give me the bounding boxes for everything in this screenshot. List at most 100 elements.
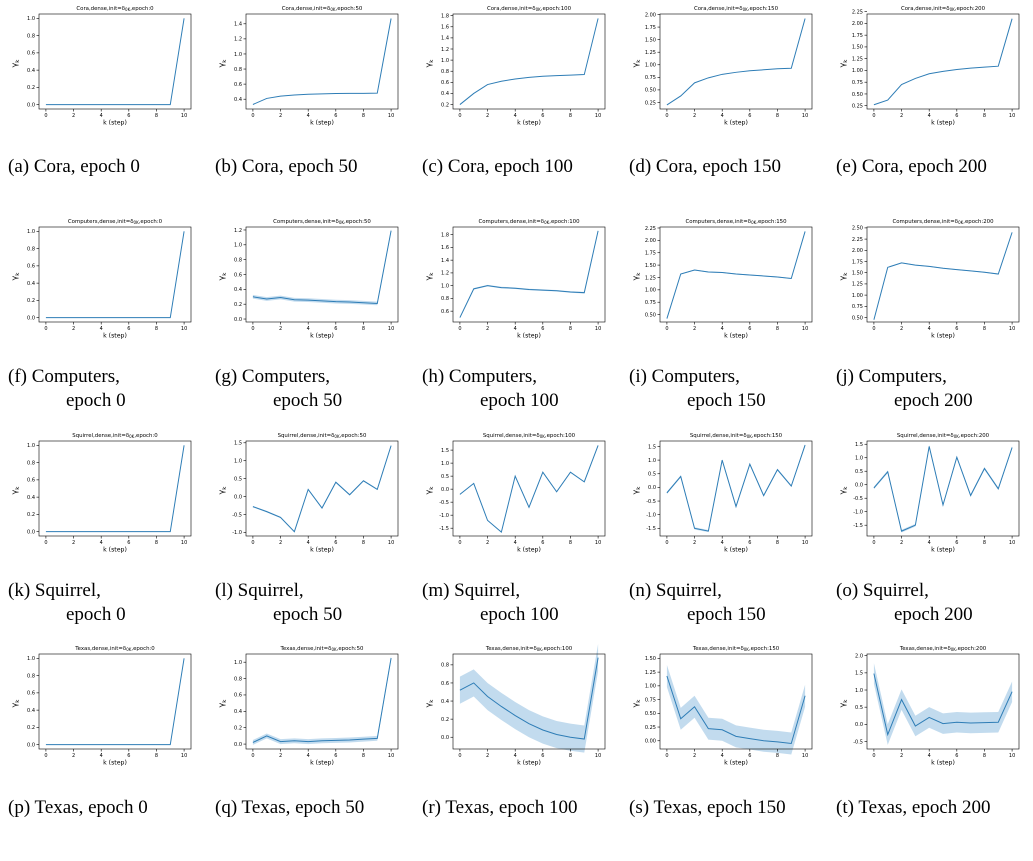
series-line — [459, 657, 599, 740]
caption-line: epoch 100 — [480, 390, 559, 411]
y-tick-label: 0.8 — [234, 257, 242, 263]
x-tick-label: 8 — [569, 113, 572, 119]
x-tick-label: 8 — [776, 326, 779, 332]
line-chart: Squirrel,dense,init=δ0K,epoch:150 0 2 4 6 8 10… — [631, 433, 813, 554]
y-axis-label: γk — [631, 59, 642, 68]
x-tick-label: 0 — [251, 326, 254, 332]
x-tick-label: 8 — [155, 113, 158, 119]
caption-line: epoch 50 — [273, 390, 343, 411]
y-tick-label: 1.25 — [852, 282, 863, 288]
y-tick-label: 0.5 — [441, 474, 449, 480]
caption-line: (s) Texas, epoch 150 — [629, 797, 786, 818]
caption-line: epoch 0 — [66, 604, 126, 625]
chart-panel: Texas,dense,init=δ0K,epoch:150 0 2 4 6 8 10 0.0… — [626, 640, 821, 767]
line-chart: Cora,dense,init=δ0K,epoch:200 0 2 4 6 8 10 0.25… — [838, 6, 1020, 127]
y-axis-label: γk — [10, 272, 21, 281]
x-tick-label: 6 — [334, 540, 337, 546]
y-axis-label: γk — [838, 699, 849, 708]
subfigure-caption: (k) Squirrel, epoch 0 — [8, 579, 126, 627]
y-tick-label: 1.0 — [441, 58, 449, 64]
x-tick-label: 6 — [541, 540, 544, 546]
x-tick-label: 10 — [388, 540, 394, 546]
y-axis-label: γk — [424, 486, 435, 495]
x-tick-label: 10 — [181, 326, 187, 332]
confidence-band — [252, 444, 392, 533]
series-line — [873, 446, 1013, 532]
line-chart: Squirrel,dense,init=δ0K,epoch:0 0 2 4 6 8 10 0.… — [10, 433, 192, 554]
line-chart: Computers,dense,init=δ0K,epoch:50 0 2 4 6 8 10… — [217, 219, 399, 340]
y-tick-label: 1.75 — [645, 251, 656, 257]
x-tick-label: 2 — [72, 753, 75, 759]
y-axis-label: γk — [10, 699, 21, 708]
line-chart: Cora,dense,init=δ0K,epoch:100 0 2 4 6 8 10 0.2 0… — [424, 6, 606, 127]
x-tick-label: 8 — [776, 113, 779, 119]
y-tick-label: 1.2 — [441, 271, 449, 277]
y-tick-label: 1.5 — [855, 671, 863, 677]
x-tick-label: 8 — [569, 540, 572, 546]
x-tick-label: 4 — [721, 113, 724, 119]
y-tick-label: 1.8 — [441, 13, 449, 19]
x-tick-label: 8 — [983, 753, 986, 759]
chart-panel: Squirrel,dense,init=δ0K,epoch:50 0 2 4 6 8 10 -… — [212, 427, 407, 554]
line-chart: Cora,dense,init=δ0K,epoch:0 0 2 4 6 8 10 0.0 0.2… — [10, 6, 192, 127]
y-tick-label: 2.25 — [852, 9, 863, 15]
chart-title: Cora,dense,init=δ0K,epoch:0 — [76, 6, 154, 12]
x-axis-label: k (step) — [103, 547, 127, 554]
y-tick-label: -1.0 — [232, 530, 242, 536]
x-tick-label: 4 — [514, 753, 517, 759]
x-tick-label: 6 — [955, 326, 958, 332]
subfigure-caption: (b) Cora, epoch 50 — [215, 155, 357, 179]
x-axis-label: k (step) — [310, 760, 334, 767]
caption-line: (o) Squirrel, — [836, 580, 929, 601]
y-tick-label: -0.5 — [232, 512, 242, 518]
y-tick-label: 2.00 — [645, 238, 656, 244]
x-tick-label: 6 — [748, 326, 751, 332]
y-tick-label: 0.4 — [27, 495, 35, 501]
chart-panel: Squirrel,dense,init=δ0K,epoch:200 0 2 4 6 8 10… — [833, 427, 1028, 554]
subfigure-caption: (r) Texas, epoch 100 — [422, 796, 578, 820]
x-tick-label: 8 — [983, 540, 986, 546]
x-axis-label: k (step) — [310, 547, 334, 554]
x-tick-label: 4 — [514, 326, 517, 332]
y-tick-label: 0.4 — [27, 68, 35, 74]
x-tick-label: 10 — [1009, 113, 1015, 119]
y-tick-label: 1.2 — [234, 228, 242, 234]
y-tick-label: 1.0 — [27, 656, 35, 662]
y-tick-label: -1.5 — [439, 526, 449, 532]
confidence-band — [459, 444, 599, 533]
subfigure-caption: (n) Squirrel, epoch 150 — [629, 579, 766, 627]
x-tick-label: 6 — [334, 326, 337, 332]
x-tick-label: 4 — [514, 540, 517, 546]
subfigure-caption: (l) Squirrel, epoch 50 — [215, 579, 342, 627]
x-tick-label: 2 — [486, 113, 489, 119]
x-tick-label: 0 — [458, 326, 461, 332]
x-axis-label: k (step) — [931, 547, 955, 554]
caption-line: (i) Computers, — [629, 366, 740, 387]
y-tick-label: 0.8 — [441, 296, 449, 302]
y-tick-label: 0.6 — [441, 80, 449, 86]
chart-title: Cora,dense,init=δ0K,epoch:200 — [901, 6, 986, 12]
line-chart: Computers,dense,init=δ0K,epoch:0 0 2 4 6 8 10 0… — [10, 219, 192, 340]
y-tick-label: 0.25 — [645, 100, 656, 106]
y-tick-label: 0.0 — [441, 735, 449, 741]
x-tick-label: 8 — [155, 753, 158, 759]
line-chart: Squirrel,dense,init=δ0K,epoch:100 0 2 4 6 8 10… — [424, 433, 606, 554]
caption-line: (p) Texas, epoch 0 — [8, 797, 148, 818]
x-tick-label: 4 — [307, 540, 310, 546]
subfigure-caption: (j) Computers, epoch 200 — [836, 365, 973, 413]
y-tick-label: 0.25 — [645, 725, 656, 731]
caption-line: (k) Squirrel, — [8, 580, 101, 601]
axes-frame — [866, 13, 1020, 110]
x-tick-label: 10 — [802, 540, 808, 546]
x-tick-label: 2 — [693, 540, 696, 546]
y-axis-label: γk — [217, 486, 228, 495]
x-tick-label: 0 — [872, 540, 875, 546]
y-axis-label: γk — [838, 486, 849, 495]
x-tick-label: 10 — [595, 540, 601, 546]
y-tick-label: 0.4 — [441, 91, 449, 97]
caption-line: epoch 0 — [66, 390, 126, 411]
y-tick-label: 1.0 — [441, 283, 449, 289]
chart-panel: Cora,dense,init=δ0K,epoch:0 0 2 4 6 8 10 0.0 0.2… — [5, 0, 200, 127]
x-tick-label: 2 — [72, 113, 75, 119]
series-line — [666, 675, 806, 745]
